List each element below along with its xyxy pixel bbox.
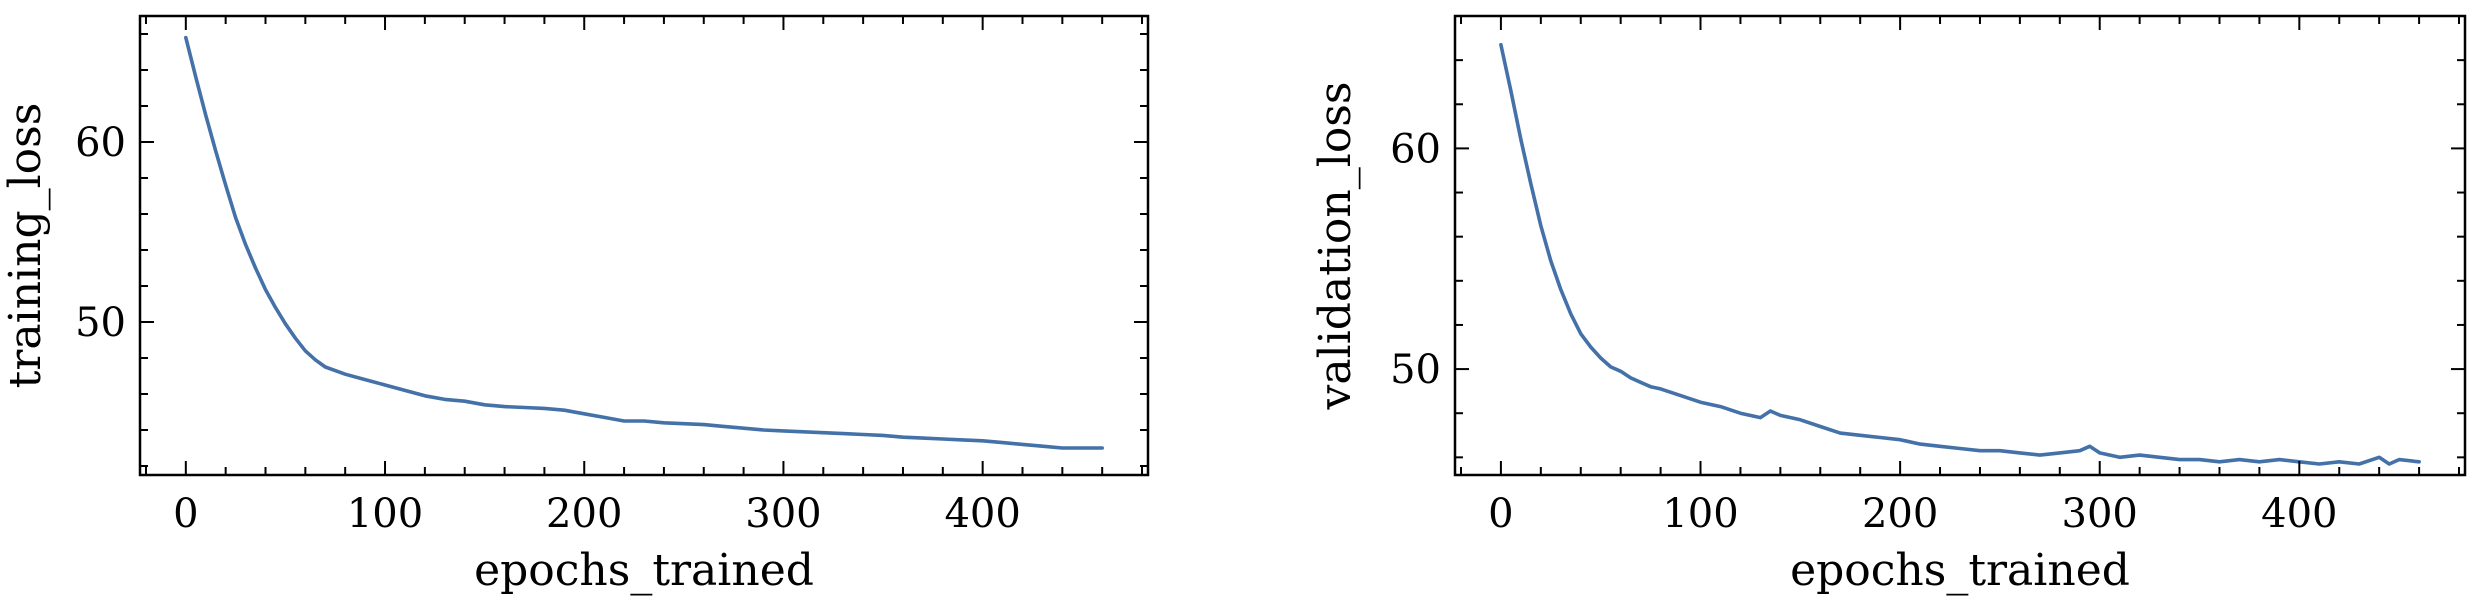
training-loss-y-axis-title: training_loss	[0, 103, 51, 389]
training-loss-series-line	[184, 35, 1104, 450]
validation-loss-y-axis-title: validation_loss	[1310, 82, 1361, 411]
training-loss-x-tick-label: 400	[944, 491, 1020, 537]
training-loss-x-axis-title: epochs_trained	[474, 545, 814, 596]
training-loss-y-tick-label: 50	[75, 300, 126, 346]
training-loss-x-tick-label: 200	[546, 491, 622, 537]
training-loss-x-tick-label: 0	[173, 491, 198, 537]
training-loss-chart: 0 100 200 300 400 50 60 epochs_trained training_…	[0, 14, 1150, 596]
validation-loss-x-tick-label: 300	[2062, 491, 2138, 537]
training-loss-axes-frame	[138, 14, 1150, 477]
validation-loss-x-tick-label: 0	[1488, 491, 1513, 537]
training-loss-x-tick-label: 100	[347, 491, 423, 537]
validation-loss-x-tick-label: 400	[2261, 491, 2337, 537]
validation-loss-y-tick-label: 60	[1390, 126, 1441, 172]
validation-loss-x-axis-title: epochs_trained	[1790, 545, 2130, 596]
validation-loss-axes-frame	[1453, 14, 2467, 477]
validation-loss-chart: 0 100 200 300 400 50 60 epochs_trained validatio…	[1310, 14, 2467, 596]
validation-loss-x-tick-label: 200	[1862, 491, 1938, 537]
validation-loss-series-line	[1499, 42, 2421, 466]
training-loss-x-tick-label: 300	[745, 491, 821, 537]
validation-loss-y-tick-label: 50	[1390, 347, 1441, 393]
validation-loss-x-tick-label: 100	[1662, 491, 1738, 537]
training-loss-y-tick-label: 60	[75, 120, 126, 166]
